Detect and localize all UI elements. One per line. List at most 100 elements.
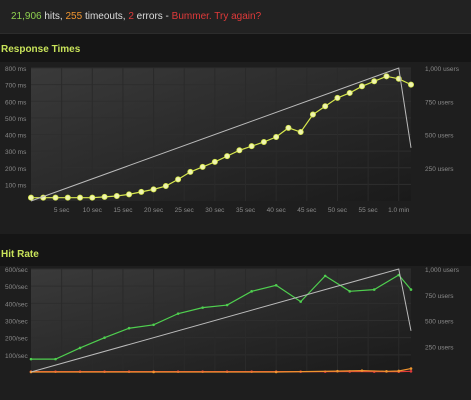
data-point [103,336,106,339]
data-point [211,158,218,165]
data-point [224,153,231,160]
errors-count: 2 [128,11,134,22]
data-point [322,103,329,110]
x-tick-label: 20 sec [144,207,164,214]
data-point [409,367,413,370]
y-tick-label: 500 ms [5,116,27,123]
data-point [383,73,390,80]
data-point [201,306,204,309]
y-tick-label: 600/sec [5,267,29,274]
x-tick-label: 1.0 min [388,207,410,214]
data-point [150,186,157,193]
data-point [297,129,304,136]
data-point [409,370,413,373]
y2-tick-label: 1,000 users [425,66,460,73]
y-tick-label: 400 ms [5,133,27,140]
series-line [30,67,412,202]
data-point [126,191,133,198]
y-tick-label: 100 ms [5,182,27,189]
hit-rate-chart: 100/sec 200/sec 300/sec 400/sec 500/sec 600/s… [5,267,460,374]
data-point [175,176,182,183]
hit-rate-title: Hit Rate [1,249,39,260]
data-point [77,194,84,201]
data-point [138,188,145,195]
y2-tick-label: 1,000 users [425,267,460,274]
series-line [31,367,412,373]
x-tick-label: 45 sec [297,207,317,214]
y2-tick-label: 250 users [425,166,454,173]
hits-label: hits, [41,11,66,22]
data-point [334,94,341,101]
y2-tick-label: 500 users [425,133,454,140]
data-point [372,288,376,291]
data-point [52,194,59,201]
hit-rate-panel: 100/sec 200/sec 300/sec 400/sec 500/sec 600/s… [0,266,471,400]
status-bar: 21,906 hits, 255 timeouts, 2 errors - Bu… [0,0,471,34]
status-message: Bummer. Try again? [171,11,262,22]
data-point [385,370,388,373]
data-point [113,193,120,200]
data-point [29,357,33,361]
y-tick-label: 500/sec [5,284,29,291]
data-point [274,284,278,287]
data-point [358,83,365,90]
y-tick-label: 700 ms [5,83,27,90]
data-point [236,147,243,154]
data-point [89,194,96,201]
data-point [407,81,414,88]
x-tick-label: 40 sec [267,207,287,214]
data-point [101,193,108,200]
x-tick-label: 50 sec [328,207,348,214]
x-tick-label: 55 sec [359,207,379,214]
data-point [409,288,413,291]
x-tick-label: 25 sec [175,207,195,214]
hits-count: 21,906 [11,11,42,22]
x-tick-label: 35 sec [236,207,256,214]
data-point [176,312,180,315]
data-point [152,370,155,374]
data-point [187,168,194,175]
data-point [64,194,71,201]
y2-tick-label: 500 users [425,319,454,326]
data-point [299,300,302,303]
data-point [273,133,280,140]
y-tick-label: 100/sec [5,353,29,360]
data-point [127,326,131,330]
y-tick-label: 300 ms [5,149,27,156]
data-point [248,143,255,150]
data-point [250,290,253,293]
data-point [152,323,155,327]
errors-label: errors - [133,11,172,22]
timeouts-label: timeouts, [82,11,129,22]
y-tick-label: 800 ms [5,66,27,73]
y2-tick-label: 750 users [425,293,454,300]
series-line [30,268,412,373]
data-point [348,290,352,293]
x-tick-label: 5 sec [54,207,70,214]
data-point [260,138,267,145]
y-tick-label: 400/sec [5,301,29,308]
data-point [397,369,401,373]
y2-tick-label: 750 users [425,99,454,106]
response-times-chart: 100 ms 200 ms 300 ms 400 ms 500 ms 600 ms 700 … [5,66,460,214]
data-point [225,303,229,307]
x-tick-label: 10 sec [83,207,103,214]
data-point [27,194,34,201]
status-line: 21,906 hits, 255 timeouts, 2 errors - Bu… [11,11,261,22]
x-tick-label: 15 sec [113,207,133,214]
y-tick-label: 200/sec [5,336,29,343]
data-point [309,111,316,118]
timeouts-count: 255 [65,11,83,22]
data-point [162,183,169,190]
data-point [336,369,339,373]
data-point [285,124,292,131]
response-times-panel: 100 ms 200 ms 300 ms 400 ms 500 ms 600 ms 700 … [0,62,471,234]
data-point [54,357,57,361]
data-point [199,163,206,170]
data-point [371,78,378,85]
y-tick-label: 300/sec [5,319,29,326]
data-point [346,89,353,96]
data-point [274,370,278,374]
response-times-title: Response Times [1,44,81,55]
y2-tick-label: 250 users [425,344,454,351]
